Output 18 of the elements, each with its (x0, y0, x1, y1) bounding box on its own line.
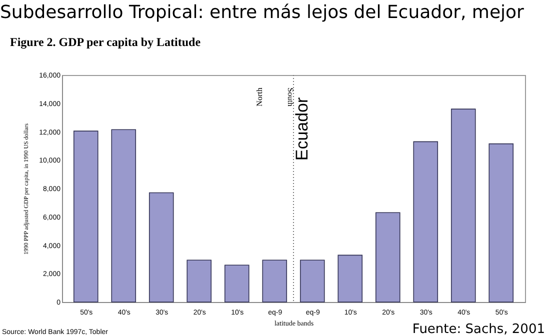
bar (300, 260, 325, 302)
chart-subtitle: Figure 2. GDP per capita by Latitude (10, 35, 202, 49)
bar (73, 130, 98, 302)
bar (111, 129, 136, 302)
source-note: Fuente: Sachs, 2001 (412, 322, 545, 336)
bar (224, 264, 250, 302)
bar (488, 143, 514, 302)
bar (450, 108, 476, 302)
bar (148, 192, 174, 302)
bar (338, 254, 363, 302)
bar (186, 260, 212, 302)
bar (375, 212, 400, 302)
chart-title: Subdesarrollo Tropical: entre más lejos del Ecuador, mejor (0, 2, 525, 23)
bar (413, 141, 438, 302)
annotation: Ecuador (292, 96, 312, 161)
bar (262, 260, 288, 302)
annotation: North (255, 88, 264, 106)
annotation: South (286, 88, 296, 106)
